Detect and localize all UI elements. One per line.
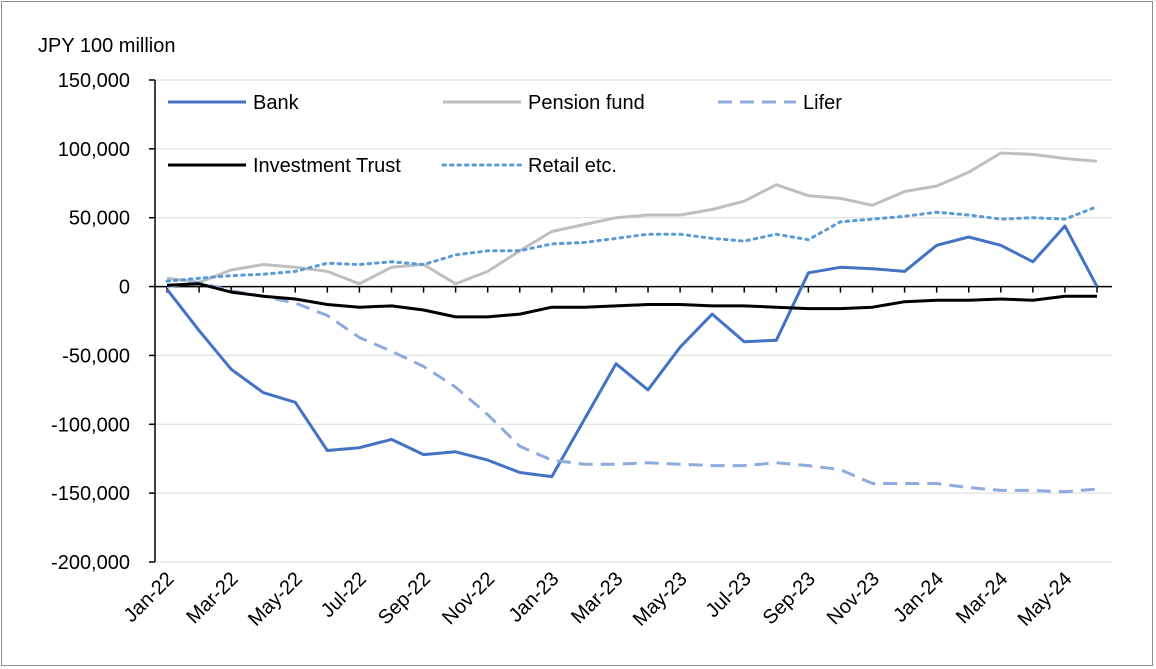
- x-tick-label: Nov-23: [823, 568, 884, 629]
- series-line-retail-etc: [165, 205, 1099, 283]
- legend-label-pension-fund: Pension fund: [528, 92, 645, 114]
- series-line-lifer: [166, 280, 1098, 494]
- y-tick-label: 150,000: [58, 70, 130, 92]
- x-tick-label: Jul-22: [317, 568, 371, 622]
- series-line-bank: [165, 224, 1099, 479]
- x-tick-label: May-24: [1014, 568, 1077, 631]
- x-tick-label: Nov-22: [438, 568, 499, 629]
- legend-label-investment-trust: Investment Trust: [253, 155, 401, 177]
- unit-label: JPY 100 million: [38, 35, 175, 57]
- x-tick-label: Jan-22: [120, 568, 179, 627]
- series-line-pension-fund: [166, 151, 1098, 286]
- x-tick-label: Sep-22: [374, 568, 435, 629]
- y-tick-label: 0: [119, 277, 130, 299]
- x-tick-label: May-22: [244, 568, 307, 631]
- legend-label-retail-etc: Retail etc.: [528, 155, 617, 177]
- x-tick-label: Jul-23: [702, 568, 756, 622]
- x-tick-label: Sep-23: [759, 568, 820, 629]
- x-tick-label: Jan-24: [889, 568, 948, 627]
- x-tick-label: May-23: [629, 568, 692, 631]
- y-tick-label: -200,000: [51, 552, 130, 574]
- series-line-investment-trust: [166, 282, 1097, 319]
- y-tick-label: -150,000: [51, 483, 130, 505]
- x-tick-label: Mar-24: [952, 568, 1012, 628]
- y-tick-label: 50,000: [69, 208, 130, 230]
- legend-label-lifer: Lifer: [803, 92, 842, 114]
- y-tick-label: -100,000: [51, 414, 130, 436]
- y-tick-label: -50,000: [62, 345, 130, 367]
- x-tick-label: Mar-23: [567, 568, 627, 628]
- x-tick-label: Mar-22: [182, 568, 242, 628]
- x-tick-label: Jan-23: [505, 568, 564, 627]
- legend-label-bank: Bank: [253, 92, 300, 114]
- y-tick-label: 100,000: [58, 139, 130, 161]
